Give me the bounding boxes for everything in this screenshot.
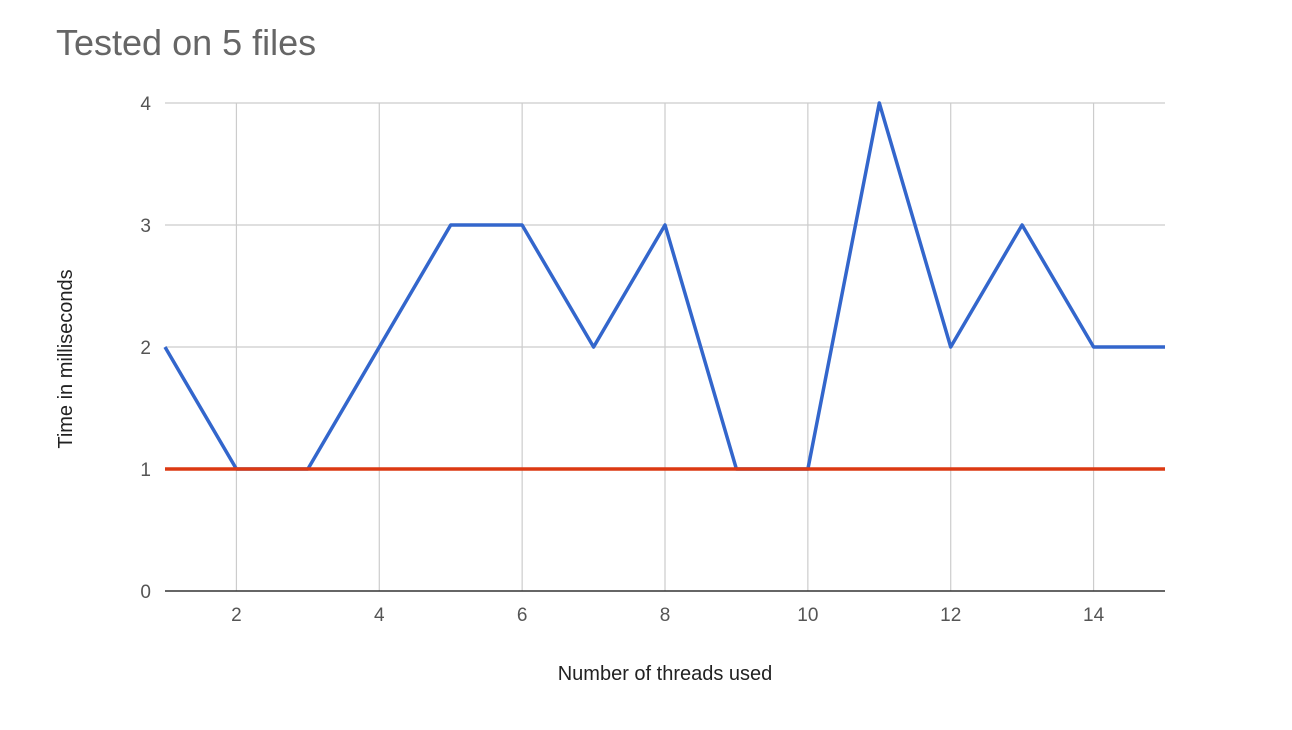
y-tick-label: 2 — [140, 338, 151, 359]
grid-lines — [165, 102, 1165, 591]
chart-title: Tested on 5 files — [56, 22, 317, 63]
y-tick-label: 4 — [140, 94, 151, 115]
x-tick-label: 12 — [940, 605, 961, 626]
series-lines — [163, 101, 1165, 471]
y-tick-label: 0 — [140, 582, 151, 603]
x-tick-label: 6 — [517, 605, 528, 626]
series-line-1 — [163, 101, 1165, 471]
x-axis-title: Number of threads used — [558, 663, 773, 685]
y-tick-label: 1 — [140, 460, 151, 481]
x-tick-label: 2 — [231, 605, 242, 626]
x-tick-label: 14 — [1083, 605, 1105, 626]
x-tick-label: 10 — [797, 605, 818, 626]
x-tick-label: 8 — [660, 605, 671, 626]
x-tick-label: 4 — [374, 605, 385, 626]
y-tick-label: 3 — [140, 216, 151, 237]
y-axis-title: Time in milliseconds — [55, 269, 77, 448]
